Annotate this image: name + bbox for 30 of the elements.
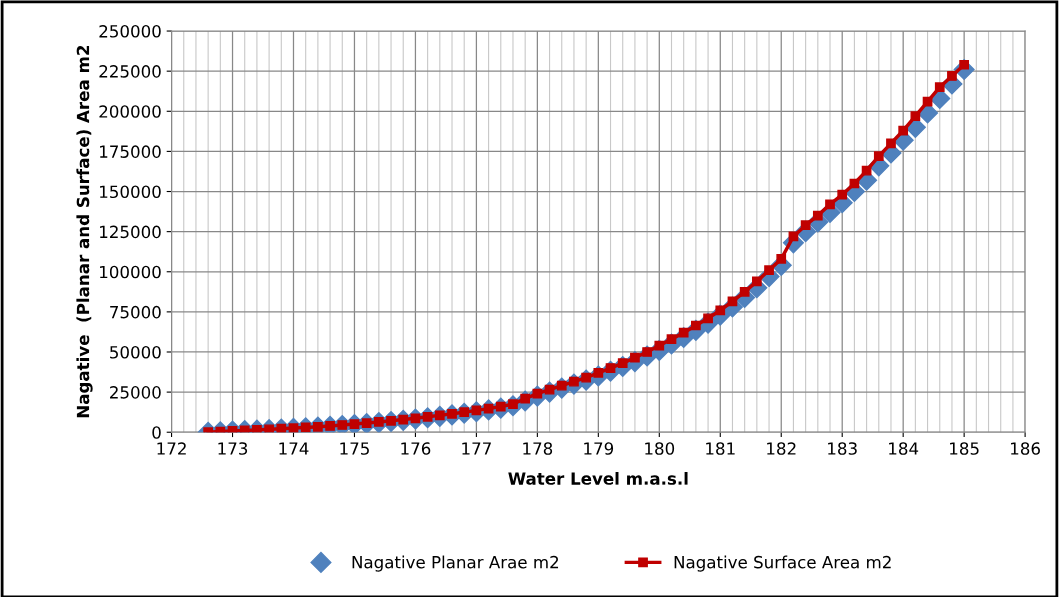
x-tick-label: 178 <box>523 442 553 455</box>
x-tick-label: 173 <box>218 442 248 455</box>
x-tick-label: 182 <box>767 442 796 455</box>
x-tick-label: 172 <box>157 442 186 455</box>
y-tick-label: 250000 <box>99 25 161 38</box>
x-tick-label: 180 <box>645 442 675 455</box>
x-tick-label: 185 <box>950 442 979 455</box>
x-tick-label: 184 <box>889 442 919 455</box>
y-tick-label: 225000 <box>99 65 161 78</box>
y-axis-title: Nagative (Planar and Surface) Area m2 <box>76 45 93 418</box>
x-axis-title: Water Level m.a.s.l <box>508 471 688 485</box>
y-tick-label: 75000 <box>110 305 161 319</box>
y-tick-label: 100000 <box>100 265 161 279</box>
x-tick-label: 176 <box>401 442 431 455</box>
y-tick-label: 50000 <box>110 345 161 359</box>
x-tick-label: 181 <box>706 442 735 455</box>
legend-label: Nagative Surface Area m2 <box>674 555 891 572</box>
y-tick-label: 125000 <box>100 225 161 239</box>
x-tick-label: 183 <box>828 442 857 455</box>
y-tick-label: 25000 <box>110 386 161 399</box>
y-tick-label: 0 <box>152 426 161 439</box>
y-tick-label: 175000 <box>100 145 161 158</box>
y-tick-label: 150000 <box>100 185 161 199</box>
x-tick-label: 174 <box>279 442 309 455</box>
y-tick-label: 200000 <box>99 105 161 118</box>
x-tick-label: 186 <box>1011 442 1040 455</box>
legend-label: Nagative Planar Arae m2 <box>352 555 559 572</box>
x-tick-label: 175 <box>340 442 369 455</box>
x-tick-label: 179 <box>584 442 614 455</box>
x-tick-label: 177 <box>462 442 491 455</box>
